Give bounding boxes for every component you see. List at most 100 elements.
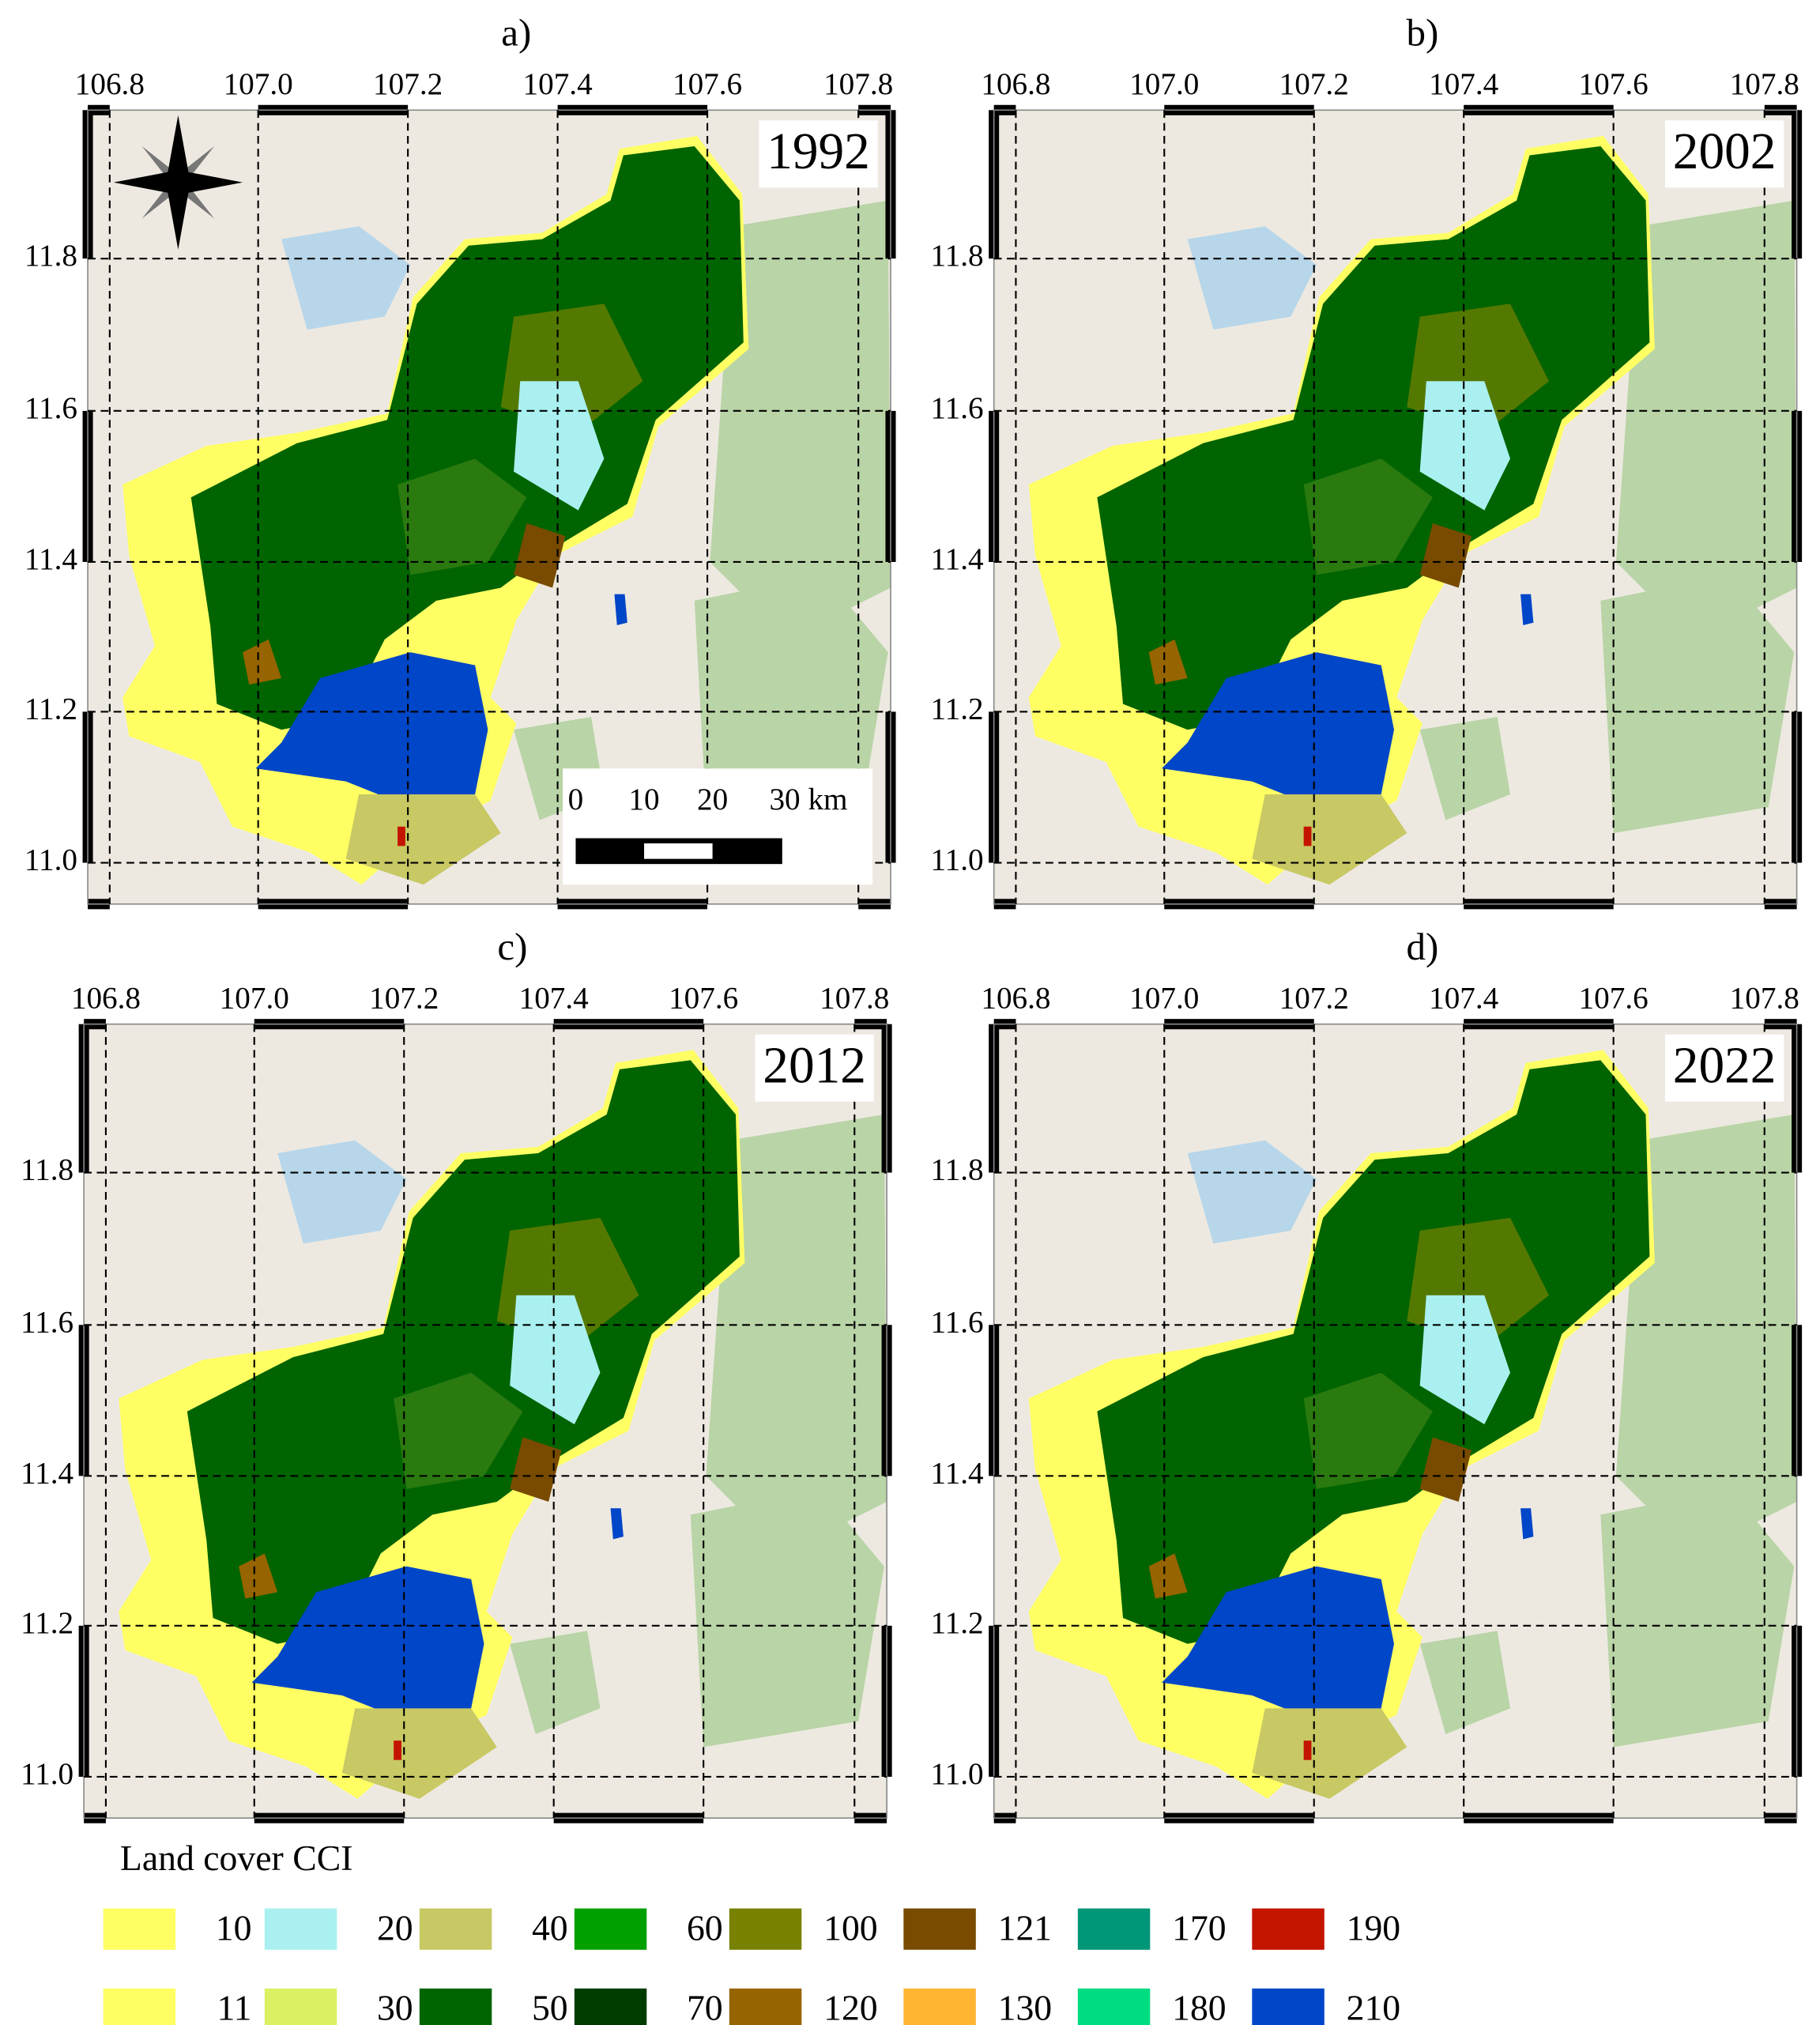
year-label: 2012 bbox=[763, 1038, 866, 1095]
latitude-label: 11.4 bbox=[930, 542, 983, 576]
frame bbox=[993, 109, 1798, 905]
year-label: 2022 bbox=[1673, 1038, 1777, 1095]
legend-swatch bbox=[574, 1908, 647, 1950]
year-label: 1992 bbox=[767, 123, 870, 180]
legend-label: 100 bbox=[823, 1907, 878, 1948]
year-box bbox=[1665, 120, 1784, 188]
latitude-label: 11.4 bbox=[24, 542, 77, 576]
latitude-label: 11.4 bbox=[930, 1456, 983, 1490]
longitude-label: 107.2 bbox=[1279, 67, 1349, 101]
map-panel: 106.8 107.0 107.2 107.4 107.6 107.8 11.8 11.6 11… bbox=[21, 925, 892, 1823]
latitude-label: 11.8 bbox=[930, 239, 983, 273]
map-image bbox=[993, 1024, 1797, 1819]
latitude-label: 11.6 bbox=[930, 1305, 983, 1339]
year-label: 2002 bbox=[1673, 123, 1777, 180]
longitude-label: 107.8 bbox=[1730, 981, 1799, 1015]
legend-label: 190 bbox=[1347, 1907, 1401, 1948]
legend-swatch bbox=[103, 1988, 176, 2025]
scale-seg bbox=[644, 843, 713, 859]
scale-label: 30 km bbox=[769, 782, 847, 816]
map-panel: 106.8 107.0 107.2 107.4 107.6 107.8 11.8 11.6 11… bbox=[24, 10, 896, 910]
latitude-label: 11.4 bbox=[21, 1456, 73, 1490]
legend-swatch bbox=[419, 1988, 492, 2025]
longitude-label: 107.4 bbox=[1429, 981, 1498, 1015]
longitude-label: 107.4 bbox=[523, 67, 593, 101]
longitude-label: 107.0 bbox=[224, 67, 293, 101]
latitude-label: 11.6 bbox=[930, 391, 983, 425]
legend-swatch bbox=[419, 1908, 492, 1950]
legend-swatch bbox=[1077, 1908, 1151, 1950]
longitude-label: 107.6 bbox=[669, 981, 738, 1015]
scale-label: 0 bbox=[568, 782, 584, 816]
latitude-label: 11.2 bbox=[24, 692, 77, 726]
latitude-label: 11.6 bbox=[24, 391, 77, 425]
latitude-label: 11.2 bbox=[21, 1606, 73, 1640]
longitude-label: 107.2 bbox=[369, 981, 439, 1015]
legend-label: 170 bbox=[1172, 1907, 1227, 1948]
longitude-label: 107.8 bbox=[1730, 67, 1799, 101]
legend-swatch bbox=[729, 1988, 802, 2025]
longitude-label: 107.4 bbox=[519, 981, 589, 1015]
longitude-label: 107.8 bbox=[823, 67, 893, 101]
longitude-label: 106.8 bbox=[981, 981, 1050, 1015]
frame bbox=[83, 1023, 887, 1819]
legend-swatch bbox=[1077, 1988, 1151, 2025]
longitude-label: 106.8 bbox=[981, 67, 1050, 101]
longitude-label: 107.6 bbox=[1579, 981, 1649, 1015]
scale-bar: 0 10 20 30 km bbox=[563, 768, 873, 885]
frame bbox=[993, 1023, 1798, 1819]
legend-label: 120 bbox=[823, 1988, 878, 2025]
map-panel: 106.8 107.0 107.2 107.4 107.6 107.8 11.8 11.6 11… bbox=[930, 10, 1803, 910]
latitude-label: 11.6 bbox=[21, 1305, 73, 1339]
year-box bbox=[1665, 1034, 1784, 1102]
latitude-label: 11.8 bbox=[24, 239, 77, 273]
year-box bbox=[759, 120, 878, 188]
panel-label: c) bbox=[497, 925, 527, 968]
latitude-label: 11.2 bbox=[930, 1606, 983, 1640]
map-image bbox=[993, 110, 1797, 904]
panel-label: a) bbox=[501, 10, 531, 54]
map-image bbox=[84, 1024, 887, 1819]
frame bbox=[87, 109, 891, 905]
legend-swatch bbox=[1252, 1988, 1324, 2025]
legend-label: 180 bbox=[1172, 1988, 1227, 2025]
legend-label: 60 bbox=[687, 1907, 723, 1948]
latitude-label: 11.8 bbox=[930, 1153, 983, 1187]
legend-label: 30 bbox=[377, 1988, 413, 2025]
scale-bar-bg bbox=[563, 768, 873, 885]
longitude-label: 107.0 bbox=[1129, 67, 1199, 101]
legend-swatch bbox=[1252, 1908, 1324, 1950]
legend-label: 210 bbox=[1347, 1988, 1401, 2025]
panel-label: d) bbox=[1407, 925, 1439, 968]
legend-title: Land cover CCI bbox=[120, 1838, 353, 1878]
legend-swatch bbox=[264, 1908, 337, 1950]
north-arrow-star bbox=[113, 115, 243, 250]
latitude-label: 11.0 bbox=[930, 1757, 983, 1791]
legend-swatch bbox=[574, 1988, 647, 2025]
legend-label: 10 bbox=[216, 1907, 252, 1948]
longitude-label: 107.0 bbox=[1129, 981, 1199, 1015]
legend-label: 20 bbox=[377, 1907, 413, 1948]
legend-label: 70 bbox=[687, 1988, 723, 2025]
latitude-label: 11.8 bbox=[21, 1153, 73, 1187]
legend-label: 11 bbox=[217, 1988, 251, 2025]
legend-label: 40 bbox=[532, 1907, 568, 1948]
scale-label: 10 bbox=[628, 782, 659, 816]
north-arrow bbox=[113, 115, 243, 250]
longitude-label: 107.6 bbox=[1579, 67, 1649, 101]
legend-label: 121 bbox=[998, 1907, 1053, 1948]
longitude-label: 106.8 bbox=[71, 981, 141, 1015]
scale-label: 20 bbox=[697, 782, 728, 816]
legend-swatch bbox=[729, 1908, 802, 1950]
legend-swatch bbox=[903, 1908, 976, 1950]
map-panel: 106.8 107.0 107.2 107.4 107.6 107.8 11.8 11.6 11… bbox=[930, 925, 1803, 1823]
latitude-label: 11.0 bbox=[21, 1757, 73, 1791]
latitude-label: 11.2 bbox=[930, 692, 983, 726]
latitude-label: 11.0 bbox=[930, 843, 983, 877]
panel-label: b) bbox=[1407, 10, 1439, 54]
longitude-label: 107.4 bbox=[1429, 67, 1498, 101]
legend-label: 130 bbox=[998, 1988, 1053, 2025]
longitude-label: 107.2 bbox=[373, 67, 443, 101]
